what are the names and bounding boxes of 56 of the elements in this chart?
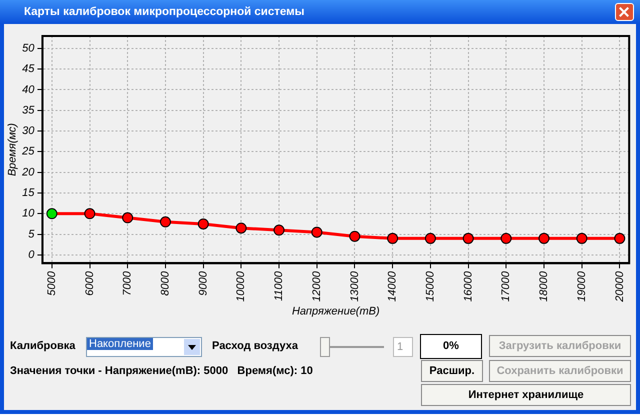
chart-title: Карты калибровок микропроцессорной системы	[24, 5, 304, 20]
x-tick-label: 17000	[500, 270, 512, 302]
text: Расход воздуха	[212, 340, 298, 352]
x-tick-label: 13000	[348, 270, 361, 302]
x-tick-label: 10000	[235, 270, 248, 302]
point	[84, 208, 96, 220]
point	[424, 232, 436, 244]
y-tick-label: 50	[22, 42, 36, 54]
x-tick-label: 11000	[273, 270, 286, 301]
point	[614, 232, 626, 244]
x-tick-label: 9000	[197, 270, 210, 296]
x-tick-label: 18000	[538, 270, 550, 302]
text: 0%	[420, 334, 482, 359]
text: Калибровка	[10, 340, 76, 352]
y-tick-label: 35	[22, 104, 36, 116]
point	[576, 232, 588, 244]
point	[311, 226, 322, 238]
x-tick-label: 19000	[576, 270, 588, 302]
x-tick-label: 5000	[46, 270, 58, 296]
y-tick-label: 15	[22, 187, 36, 200]
text: Расшир.	[421, 360, 483, 382]
point	[538, 232, 550, 244]
x-tick-label: 8000	[160, 270, 172, 296]
y-tick-label: 25	[21, 146, 36, 158]
y-tick-label: 0	[28, 249, 36, 262]
point	[462, 232, 474, 244]
point	[274, 224, 285, 236]
y-tick-label: 40	[22, 84, 36, 96]
x-tick-label: 12000	[310, 270, 323, 302]
text: Сохранить калибровки	[489, 360, 631, 382]
y-tick-label: 5	[28, 228, 36, 240]
text: 1	[393, 337, 413, 357]
y-tick-label: 10	[22, 208, 36, 220]
point	[349, 230, 360, 242]
point	[160, 216, 171, 228]
y-tick-label: 20	[21, 166, 36, 178]
x-tick-label: 15000	[424, 270, 436, 302]
x-tick-label: 16000	[462, 270, 474, 302]
text: Накопление	[87, 338, 153, 350]
y-tick-label: 45	[22, 63, 36, 76]
point	[198, 218, 209, 230]
text: Интернет хранилище	[421, 384, 631, 406]
x-axis-title: Напряжение(mB)	[292, 305, 380, 318]
y-tick-label: 30	[22, 125, 36, 138]
point	[236, 222, 247, 234]
text: Загрузить калибровки	[489, 335, 631, 357]
point	[500, 232, 512, 244]
y-axis-title: Время(мс)	[6, 122, 19, 176]
x-tick-label: 14000	[386, 270, 399, 302]
text: Значения точки - Напряжение(mB): 5000 Время(мс): 10	[10, 365, 313, 377]
x-tick-label: 6000	[84, 270, 96, 296]
point	[387, 232, 398, 244]
x-tick-label: 20000	[614, 270, 626, 303]
point	[122, 212, 134, 224]
point	[46, 208, 58, 220]
x-tick-label: 7000	[122, 270, 134, 296]
